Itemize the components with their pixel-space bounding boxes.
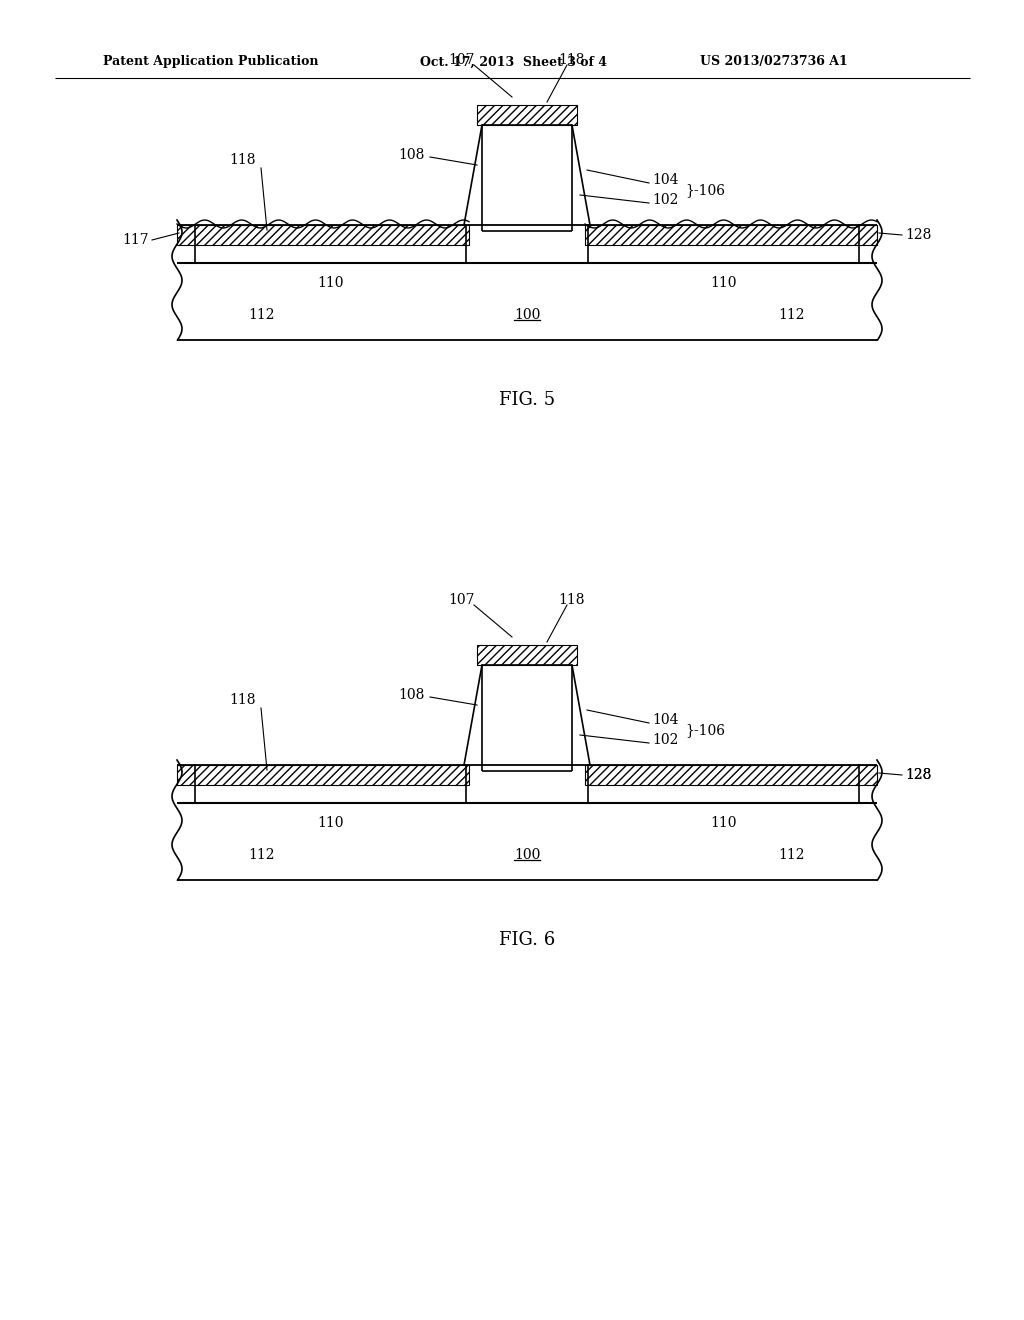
Text: 112: 112 (778, 847, 805, 862)
Text: 118: 118 (229, 153, 256, 168)
Text: 110: 110 (317, 276, 344, 290)
Text: }-106: }-106 (685, 183, 725, 197)
Text: 128: 128 (905, 768, 932, 781)
Bar (477, 645, 577, 665)
Text: 110: 110 (317, 816, 344, 830)
Text: 110: 110 (711, 276, 736, 290)
Text: 128: 128 (905, 768, 932, 781)
Text: 102: 102 (652, 733, 678, 747)
Text: 107: 107 (449, 53, 475, 67)
Text: 117: 117 (123, 234, 150, 247)
Text: Patent Application Publication: Patent Application Publication (103, 55, 318, 69)
Bar (477, 106, 577, 125)
Text: 108: 108 (398, 148, 425, 162)
Text: 112: 112 (778, 308, 805, 322)
Text: 118: 118 (229, 693, 256, 708)
Text: }-106: }-106 (685, 723, 725, 737)
Text: 100: 100 (514, 308, 541, 322)
Text: 112: 112 (249, 308, 275, 322)
Text: 118: 118 (559, 593, 586, 607)
Text: Oct. 17, 2013  Sheet 3 of 4: Oct. 17, 2013 Sheet 3 of 4 (420, 55, 607, 69)
Bar (585, 224, 877, 246)
Text: 108: 108 (398, 688, 425, 702)
Text: 100: 100 (514, 847, 541, 862)
Text: 118: 118 (559, 53, 586, 67)
Text: FIG. 5: FIG. 5 (499, 391, 555, 409)
Text: 104: 104 (652, 173, 679, 187)
Text: FIG. 6: FIG. 6 (499, 931, 555, 949)
Bar (585, 766, 877, 785)
Text: US 2013/0273736 A1: US 2013/0273736 A1 (700, 55, 848, 69)
Bar (177, 766, 469, 785)
Text: 128: 128 (905, 228, 932, 242)
Text: 104: 104 (652, 713, 679, 727)
Text: 110: 110 (711, 816, 736, 830)
Text: 107: 107 (449, 593, 475, 607)
Bar (177, 224, 469, 246)
Text: 102: 102 (652, 193, 678, 207)
Text: 112: 112 (249, 847, 275, 862)
